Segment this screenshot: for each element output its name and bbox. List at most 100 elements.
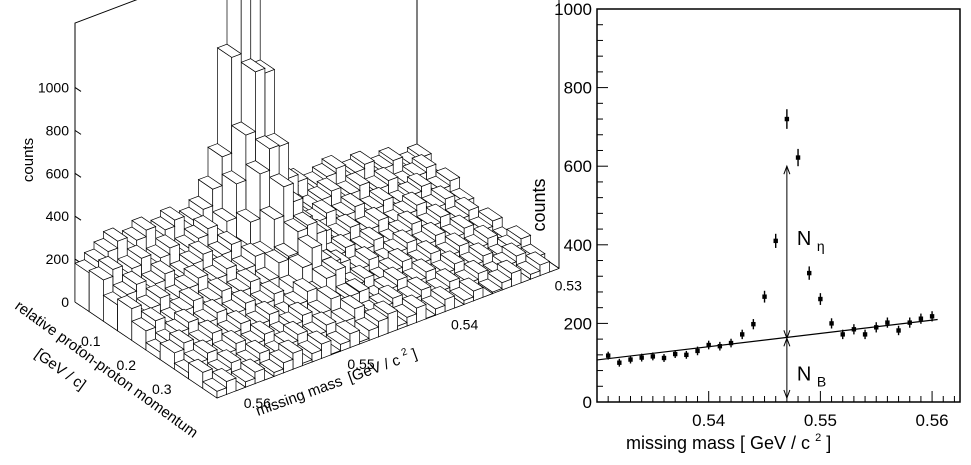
- point-marker: [829, 321, 834, 326]
- lego-bar-top: [344, 255, 370, 270]
- point-marker: [874, 325, 879, 330]
- lego-bar-top: [202, 264, 228, 279]
- lego-bar-top: [406, 276, 432, 291]
- lego-bar-top: [211, 255, 238, 270]
- data-point: [717, 341, 723, 351]
- lego-bar-top: [121, 270, 147, 285]
- lego-z-tick-label: 400: [46, 208, 70, 224]
- lego-bar-top: [273, 242, 299, 257]
- y-tick-labels: 0 200 400 600 800 1000: [554, 0, 592, 412]
- y-ticks: [597, 8, 608, 403]
- point-marker: [885, 320, 890, 325]
- point-marker: [628, 357, 633, 362]
- lego-bar-top: [254, 266, 280, 281]
- lego-bar-top: [406, 249, 432, 264]
- lego-bar-top: [88, 266, 114, 281]
- lego-bar-top: [254, 135, 280, 150]
- x-axis-label-sup: 2: [815, 432, 821, 444]
- lego-bar-top: [335, 282, 361, 297]
- y-tick-label: 1000: [554, 0, 592, 19]
- x-ticks: [596, 391, 955, 402]
- lego-bar-top: [420, 295, 446, 310]
- lego-bar-top: [211, 368, 237, 382]
- data-point: [885, 317, 890, 328]
- lego-bar-top: [359, 226, 385, 241]
- lego-y-axis-label-close: ]: [410, 346, 420, 363]
- lego-bar-top: [330, 234, 356, 248]
- lego-bar-top: [330, 201, 356, 216]
- lego-bar-top: [339, 295, 366, 310]
- lego-y-axis-label-sup: 2: [400, 346, 409, 358]
- lego-bar-top: [207, 241, 233, 256]
- lego-bar-top: [420, 221, 446, 236]
- lego-y-tick-label: 0.54: [451, 317, 478, 333]
- lego-bar-top: [401, 294, 427, 309]
- lego-bar-top: [244, 339, 271, 354]
- lego-bar-top: [268, 349, 294, 364]
- point-marker: [751, 321, 756, 327]
- data-point: [628, 355, 633, 364]
- lego-bar-top: [140, 307, 166, 322]
- lego-bar-top: [349, 235, 375, 250]
- lego-bar-top: [150, 260, 176, 275]
- point-marker: [784, 116, 790, 122]
- x-tick-label: 0.54: [692, 411, 725, 430]
- lego-bar-top: [188, 195, 214, 210]
- y-tick-label: 400: [564, 236, 592, 255]
- lego-bar-top: [406, 172, 432, 187]
- lego-bar-top: [264, 249, 290, 264]
- x-axis-label: missing mass [ GeV / c 2 ]: [626, 425, 831, 453]
- lego-bar-top: [297, 234, 323, 249]
- lego-bar-top: [487, 269, 513, 284]
- lego-bar-top: [230, 289, 256, 304]
- lego-bar-top: [178, 287, 204, 302]
- lego-bar-top: [354, 246, 380, 261]
- lego-bar-top: [240, 330, 266, 345]
- lego-bar-top: [463, 259, 489, 274]
- lego-z-tick-label: 800: [46, 122, 70, 138]
- lego-bar-top: [397, 210, 423, 225]
- signal-arrow-head-up: [783, 164, 791, 175]
- lego-bar-top: [197, 319, 223, 334]
- lego-bar-top: [321, 154, 347, 169]
- background-label-sub: B: [817, 373, 826, 389]
- data-point: [617, 358, 622, 367]
- lego-bar-top: [501, 242, 527, 257]
- lego-bar-top: [340, 193, 366, 208]
- lego-bar-top: [406, 143, 432, 158]
- lego-bar-top: [477, 207, 503, 222]
- data-point: [807, 266, 812, 280]
- lego-bar-top: [330, 307, 356, 322]
- lego-bar-top: [145, 244, 171, 259]
- lego-bar-top: [221, 299, 247, 314]
- lego-bar-top: [131, 216, 157, 231]
- background-arrow-head-down: [783, 389, 791, 400]
- y-tick-label: 200: [564, 314, 592, 333]
- lego-bar-top: [340, 158, 366, 173]
- lego-bar-top: [411, 258, 437, 273]
- data-point: [762, 290, 767, 303]
- lego-bar-top: [306, 185, 333, 200]
- data-points: [605, 109, 935, 367]
- lego-bar-top: [292, 277, 318, 292]
- lego-bar-top: [444, 205, 470, 220]
- lego-bar-top: [430, 185, 456, 200]
- lego-bar-top: [368, 154, 394, 169]
- lego-bar-top: [145, 284, 171, 299]
- lego-bar-top: [335, 213, 361, 228]
- lego-bar: [202, 377, 228, 399]
- data-point: [740, 329, 745, 340]
- lego-bar-top: [392, 229, 418, 244]
- lego-bar-top: [221, 170, 247, 185]
- lego-x-tick-label: 0.1: [81, 333, 101, 349]
- data-point: [773, 233, 778, 248]
- lego-bar-top: [363, 206, 390, 221]
- lego-bar-top: [496, 259, 522, 274]
- lego-bar-top: [206, 358, 233, 373]
- lego-bar-top: [259, 205, 285, 220]
- signal-label-main: N: [797, 228, 811, 250]
- point-marker: [617, 360, 622, 365]
- lego-bar-top: [382, 266, 408, 281]
- lego-bar-top: [112, 281, 138, 296]
